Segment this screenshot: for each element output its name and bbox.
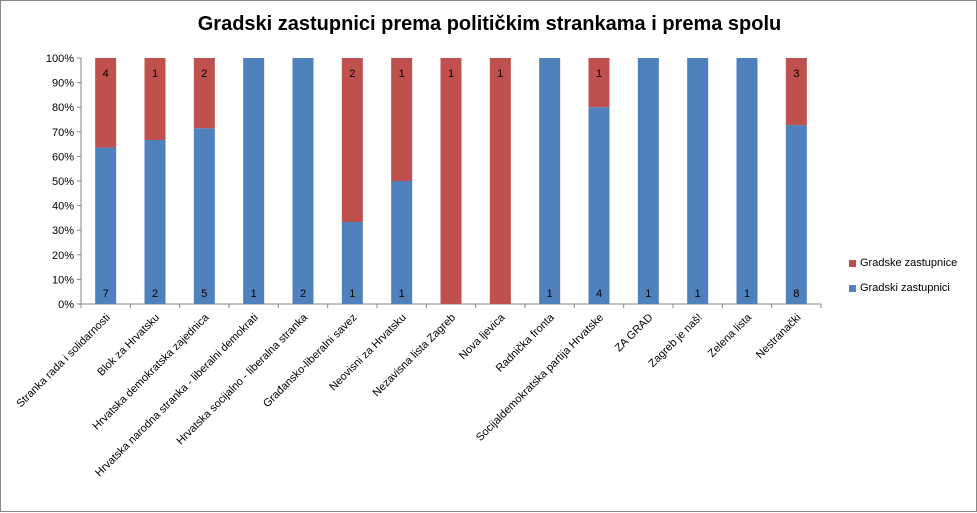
- bar-gradski-zastupnici: [391, 181, 413, 304]
- y-tick-label: 80%: [52, 102, 74, 114]
- data-label-gradski-zastupnici: 5: [201, 288, 207, 300]
- data-label-gradske-zastupnice: 1: [596, 68, 602, 80]
- bar-gradske-zastupnice: [144, 58, 166, 140]
- data-label-gradske-zastupnice: 4: [103, 68, 109, 80]
- bar-gradski-zastupnici: [243, 58, 265, 304]
- data-label-gradski-zastupnici: 1: [251, 288, 257, 300]
- bar-gradski-zastupnici: [637, 58, 659, 304]
- y-tick-label: 0%: [58, 299, 74, 311]
- data-label-gradski-zastupnici: 1: [349, 288, 355, 300]
- x-tick-label: Zelena lista: [706, 311, 755, 360]
- y-tick-label: 90%: [52, 78, 74, 90]
- data-label-gradske-zastupnice: 1: [152, 68, 158, 80]
- y-tick-label: 20%: [52, 250, 74, 262]
- data-label-gradski-zastupnici: 1: [695, 288, 701, 300]
- y-tick-label: 70%: [52, 127, 74, 139]
- data-label-gradske-zastupnice: 3: [793, 68, 799, 80]
- legend-label-female: Gradske zastupnice: [860, 257, 958, 269]
- bar-gradski-zastupnici: [144, 140, 166, 304]
- x-tick-label: Stranka rada i solidarnosti: [14, 312, 112, 410]
- data-label-gradski-zastupnici: 1: [645, 288, 651, 300]
- x-tick-label: Nezavisna lista Zagreb: [371, 312, 459, 400]
- data-label-gradske-zastupnice: 1: [448, 68, 454, 80]
- legend-label-male: Gradski zastupnici: [860, 282, 950, 294]
- bar-gradske-zastupnice: [391, 58, 413, 181]
- bar-gradske-zastupnice: [588, 58, 610, 108]
- data-label-gradske-zastupnice: 1: [497, 68, 503, 80]
- legend-item-female: Gradske zastupnice: [849, 257, 957, 269]
- chart-title: Gradski zastupnici prema političkim stra…: [197, 13, 782, 35]
- data-label-gradski-zastupnici: 8: [793, 288, 799, 300]
- bar-gradski-zastupnici: [785, 125, 807, 304]
- data-label-gradski-zastupnici: 2: [152, 288, 158, 300]
- data-label-gradski-zastupnici: 1: [744, 288, 750, 300]
- data-label-gradski-zastupnici: 4: [596, 288, 602, 300]
- y-tick-label: 60%: [52, 151, 74, 163]
- bar-gradski-zastupnici: [292, 58, 314, 304]
- data-label-gradske-zastupnice: 2: [349, 68, 355, 80]
- y-tick-label: 40%: [52, 201, 74, 213]
- chart-legend: Gradske zastupnice Gradski zastupnici: [849, 257, 957, 307]
- x-tick-label: Građansko-liberalni savez: [261, 312, 359, 410]
- legend-item-male: Gradski zastupnici: [849, 282, 957, 294]
- bar-gradske-zastupnice: [489, 58, 511, 304]
- data-label-gradske-zastupnice: 1: [399, 68, 405, 80]
- bar-gradski-zastupnici: [193, 128, 215, 304]
- legend-swatch-male: [849, 284, 856, 292]
- bar-gradske-zastupnice: [785, 58, 807, 126]
- legend-swatch-female: [849, 259, 856, 267]
- x-tick-label: Nestranački: [754, 312, 804, 362]
- x-tick-label: Zagreb je naš!: [647, 312, 705, 370]
- bar-gradske-zastupnice: [95, 58, 117, 148]
- x-tick-label: Nova ljevica: [457, 311, 508, 362]
- bar-gradski-zastupnici: [687, 58, 709, 304]
- y-tick-label: 30%: [52, 225, 74, 237]
- bar-gradske-zastupnice: [341, 58, 363, 222]
- bar-gradski-zastupnici: [341, 222, 363, 304]
- bar-gradski-zastupnici: [588, 107, 610, 304]
- bar-gradski-zastupnici: [736, 58, 758, 304]
- bar-gradske-zastupnice: [440, 58, 462, 304]
- y-tick-label: 10%: [52, 274, 74, 286]
- x-tick-label: ZA GRAD: [613, 312, 656, 355]
- bar-gradske-zastupnice: [193, 58, 215, 129]
- data-label-gradski-zastupnici: 1: [399, 288, 405, 300]
- y-tick-label: 50%: [52, 176, 74, 188]
- bar-gradski-zastupnici: [95, 147, 117, 304]
- data-label-gradski-zastupnici: 7: [103, 288, 109, 300]
- bar-gradski-zastupnici: [539, 58, 561, 304]
- data-label-gradski-zastupnici: 2: [300, 288, 306, 300]
- y-tick-label: 100%: [46, 53, 74, 65]
- data-label-gradske-zastupnice: 2: [201, 68, 207, 80]
- data-label-gradski-zastupnici: 1: [547, 288, 553, 300]
